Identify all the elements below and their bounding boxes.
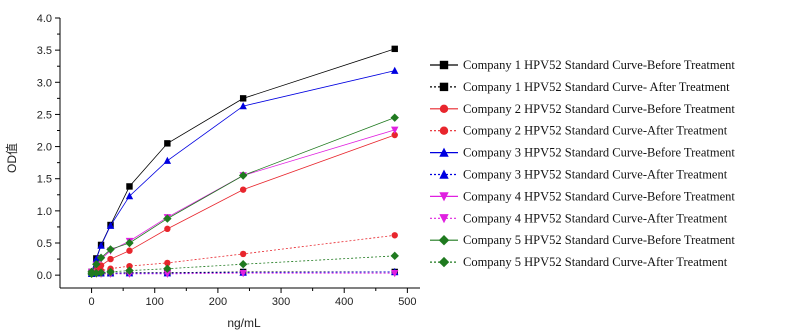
series <box>88 45 398 276</box>
series <box>87 251 399 279</box>
data-point <box>239 102 247 110</box>
data-point <box>163 156 172 164</box>
x-axis-title: ng/mL <box>227 316 261 330</box>
y-tick-label: 3.5 <box>37 45 52 57</box>
legend-label: Company 1 HPV52 Standard Curve- After Tr… <box>463 80 730 94</box>
x-tick-label: 500 <box>398 296 416 308</box>
data-point <box>163 214 172 223</box>
data-point <box>106 245 115 254</box>
legend-label: Company 2 HPV52 Standard Curve-After Tre… <box>463 124 728 138</box>
data-point <box>390 251 399 261</box>
legend-label: Company 5 HPV52 Standard Curve-Before Tr… <box>463 233 735 247</box>
legend-item: Company 4 HPV52 Standard Curve-After Tre… <box>430 211 728 225</box>
data-point <box>239 95 247 102</box>
legend-item: Company 5 HPV52 Standard Curve-After Tre… <box>430 255 728 269</box>
data-point <box>391 45 398 53</box>
legend: Company 1 HPV52 Standard Curve-Before Tr… <box>430 58 735 269</box>
x-tick-label: 300 <box>272 296 290 308</box>
data-point <box>107 255 114 263</box>
legend-marker <box>439 169 449 179</box>
data-point <box>391 131 398 139</box>
data-point <box>96 253 106 262</box>
y-tick-label: 1.5 <box>37 174 52 186</box>
legend-marker <box>439 147 449 157</box>
legend-item: Company 3 HPV52 Standard Curve-After Tre… <box>430 168 728 182</box>
data-point <box>92 260 101 269</box>
legend-label: Company 3 HPV52 Standard Curve-After Tre… <box>463 168 728 182</box>
data-point <box>96 268 106 277</box>
y-tick-label: 2.5 <box>37 109 52 121</box>
plot-area <box>87 45 399 279</box>
y-tick-label: 2.0 <box>37 142 52 154</box>
legend-label: Company 3 HPV52 Standard Curve-Before Tr… <box>463 146 735 160</box>
data-point <box>238 260 248 269</box>
legend-label: Company 1 HPV52 Standard Curve-Before Tr… <box>463 58 735 72</box>
data-point <box>391 66 399 74</box>
data-point <box>126 183 133 190</box>
data-point <box>125 192 134 200</box>
axes: 0 100 200 300 400 500 0.0 0.5 1.0 1.5 2.0 2.5 3.0 3.5… <box>37 13 420 308</box>
legend-marker <box>439 192 449 202</box>
y-tick-label: 0.5 <box>37 238 52 250</box>
legend-label: Company 2 HPV52 Standard Curve-Before Tr… <box>463 102 735 116</box>
data-point <box>106 267 115 277</box>
legend-marker <box>439 82 449 92</box>
data-point <box>239 270 247 278</box>
data-point <box>126 247 133 254</box>
y-tick-label: 0.0 <box>37 270 52 282</box>
data-point <box>92 255 101 263</box>
data-point <box>97 241 105 249</box>
legend-marker <box>439 126 449 135</box>
data-point <box>239 186 247 193</box>
legend-label: Company 5 HPV52 Standard Curve-After Tre… <box>463 255 728 269</box>
data-point <box>163 270 172 278</box>
data-point <box>163 264 172 273</box>
legend-item: Company 1 HPV52 Standard Curve-Before Tr… <box>430 58 735 72</box>
series-line <box>91 117 395 273</box>
data-point <box>164 259 171 267</box>
legend-marker <box>438 235 450 246</box>
legend-marker <box>439 104 449 114</box>
y-tick-label: 4.0 <box>37 13 52 25</box>
legend-item: Company 2 HPV52 Standard Curve-Before Tr… <box>430 102 735 116</box>
series <box>88 131 398 276</box>
y-tick-label: 3.0 <box>37 77 52 89</box>
legend-label: Company 4 HPV52 Standard Curve-After Tre… <box>463 211 728 225</box>
data-point <box>125 238 134 248</box>
legend-item: Company 2 HPV52 Standard Curve-After Tre… <box>430 124 728 138</box>
series <box>87 113 399 277</box>
legend-item: Company 5 HPV52 Standard Curve-Before Tr… <box>430 233 735 247</box>
x-tick-label: 0 <box>89 296 95 308</box>
y-axis-title: OD值 <box>4 143 19 173</box>
legend-item: Company 1 HPV52 Standard Curve- After Tr… <box>430 80 730 94</box>
data-point <box>92 269 101 278</box>
series <box>87 66 399 276</box>
data-point <box>239 250 247 258</box>
data-point <box>391 232 398 239</box>
series <box>87 270 399 278</box>
data-point <box>238 171 248 180</box>
data-point <box>125 266 134 275</box>
data-point <box>164 225 171 233</box>
legend-marker <box>439 214 449 224</box>
legend-marker <box>439 60 449 70</box>
data-point <box>164 140 171 147</box>
x-tick-label: 100 <box>146 296 164 308</box>
legend-marker <box>438 256 450 268</box>
data-point <box>126 262 133 270</box>
data-point <box>390 113 399 122</box>
legend-label: Company 4 HPV52 Standard Curve-Before Tr… <box>463 189 735 203</box>
x-tick-label: 200 <box>209 296 227 308</box>
data-point <box>106 221 115 229</box>
legend-item: Company 3 HPV52 Standard Curve-Before Tr… <box>430 146 735 160</box>
data-point <box>391 270 399 278</box>
data-point <box>391 126 399 134</box>
legend-item: Company 4 HPV52 Standard Curve-Before Tr… <box>430 189 735 203</box>
x-tick-label: 400 <box>335 296 353 308</box>
y-tick-label: 1.0 <box>37 206 52 218</box>
